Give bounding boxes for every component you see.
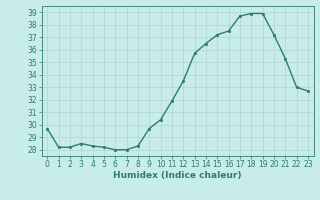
X-axis label: Humidex (Indice chaleur): Humidex (Indice chaleur) — [113, 171, 242, 180]
